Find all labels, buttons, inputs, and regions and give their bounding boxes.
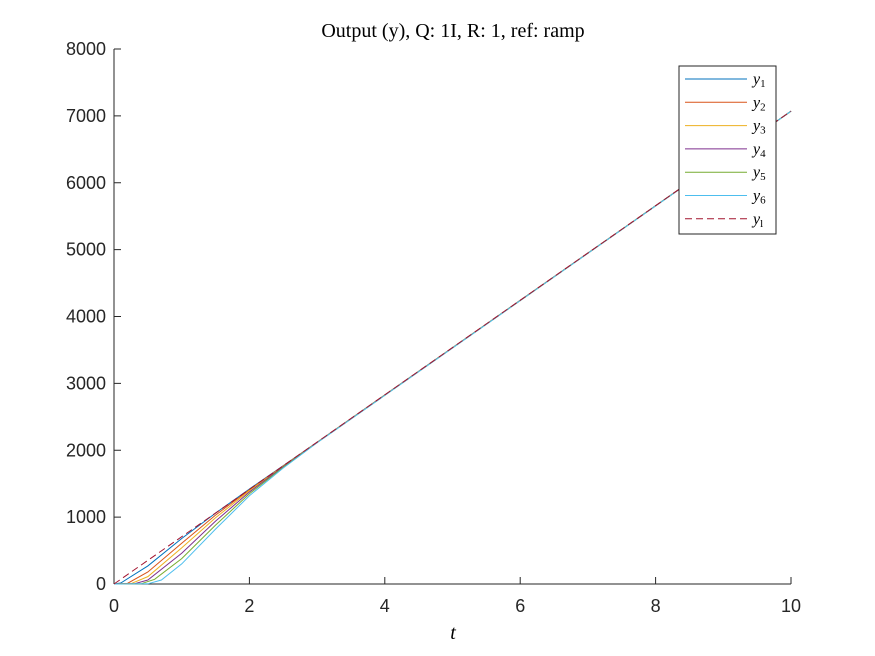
legend-label-y1: y1 (751, 71, 766, 90)
axes: 0 2 4 6 8 10 0 1000 2000 3000 4000 5000 6000 7000 8000 (66, 39, 801, 616)
x-tick-label: 4 (380, 596, 390, 616)
x-axis-label: t (450, 622, 456, 644)
y-tick-label: 0 (96, 574, 106, 594)
x-tick-label: 2 (244, 596, 254, 616)
series-line-y6 (113, 110, 792, 585)
legend-box (678, 65, 777, 235)
x-tick-label: 10 (781, 596, 801, 616)
x-tick-label: 6 (515, 596, 525, 616)
y-tick-label: 1000 (66, 507, 106, 527)
y-tick-label: 7000 (66, 106, 106, 126)
y-tick-label: 8000 (66, 39, 106, 59)
legend-label-y3: y3 (751, 118, 766, 137)
series-layer (113, 110, 792, 585)
series-line-yl (113, 110, 792, 585)
y-tick-label: 6000 (66, 173, 106, 193)
chart-title: Output (y), Q: 1I, R: 1, ref: ramp (321, 20, 584, 42)
legend-label-y4: y4 (751, 141, 766, 160)
legend-label-y5: y5 (751, 164, 766, 183)
x-tick-label: 8 (651, 596, 661, 616)
legend-label-y2: y2 (751, 94, 766, 113)
x-tick-label: 0 (109, 596, 119, 616)
legend: y1 y2 y3 y4 y5 y6 yl (678, 65, 777, 235)
y-tick-label: 5000 (66, 240, 106, 260)
legend-label-yl: yl (751, 211, 763, 230)
y-tick-label: 3000 (66, 373, 106, 393)
y-tick-label: 4000 (66, 307, 106, 327)
legend-label-y6: y6 (751, 188, 766, 207)
y-tick-label: 2000 (66, 440, 106, 460)
